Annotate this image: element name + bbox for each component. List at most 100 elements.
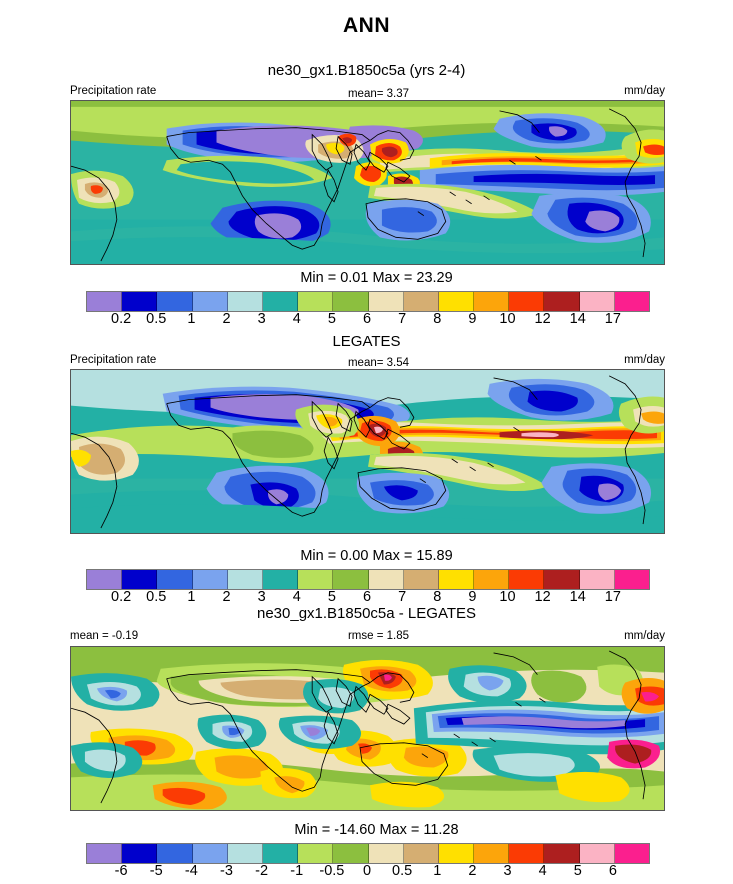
colorbar-tick-label: -2 (255, 863, 269, 879)
colorbar-swatch-13 (544, 570, 580, 589)
colorbar-swatch-15 (614, 844, 649, 863)
colorbar-model-swatches (86, 291, 650, 312)
colorbar-swatch-5 (262, 844, 299, 863)
colorbar-swatch-3 (192, 844, 228, 863)
colorbar-swatch-6 (298, 292, 334, 311)
colorbar-swatch-14 (579, 844, 615, 863)
colorbar-model: Min = 0.01 Max = 23.29 0.2 0.5 1 2 3 4 5 6 7 8 9 10… (0, 270, 733, 327)
colorbar-tick-label: 0.5 (146, 311, 167, 327)
panel2-units-label: mm/day (624, 354, 665, 366)
colorbar-tick-label: -4 (184, 863, 198, 879)
colorbar-swatch-0 (87, 844, 123, 863)
panel2-variable-label: Precipitation rate (70, 354, 157, 366)
colorbar-tick-label: 5 (327, 589, 336, 605)
colorbar-tick-label: 1 (187, 589, 196, 605)
colorbar-swatch-1 (122, 570, 158, 589)
colorbar-tick-label: 0.5 (146, 589, 167, 605)
colorbar-diff-ticks: -6 -5 -4 -3 -2 -1 -0.5 0 0.5 1 2 3 4 5 6 (86, 863, 648, 879)
colorbar-difference: Min = -14.60 Max = 11.28 -6 -5 -4 -3 -2 -1 -0.… (0, 822, 733, 879)
case-title: ne30_gx1.B1850c5a (yrs 2-4) (267, 62, 466, 79)
colorbar-tick-label: 5 (327, 311, 336, 327)
colorbar-swatch-0 (87, 570, 123, 589)
colorbar-tick-label: -3 (220, 863, 233, 879)
colorbar-tick-label: 3 (503, 863, 512, 879)
colorbar-tick-label: 6 (362, 311, 372, 327)
colorbar-obs-swatches (86, 569, 650, 590)
colorbar-swatch-0 (87, 292, 123, 311)
panel3-mean-label: mean = -0.19 (70, 630, 139, 642)
colorbar-tick-label: 14 (569, 311, 586, 327)
colorbar-tick-label: -6 (114, 863, 128, 879)
colorbar-swatch-11 (474, 844, 510, 863)
colorbar-swatch-6 (298, 570, 334, 589)
colorbar-tick-label: 12 (534, 311, 551, 327)
colorbar-tick-label: 2 (222, 589, 231, 605)
colorbar-tick-label: 0 (362, 863, 372, 879)
colorbar-tick-label: 17 (604, 311, 621, 327)
map-panel-difference (70, 646, 665, 811)
colorbar-diff-minmax: Min = -14.60 Max = 11.28 (294, 822, 459, 838)
panel3-rmse-label: rmse = 1.85 (347, 630, 410, 642)
colorbar-tick-label: 6 (362, 589, 372, 605)
colorbar-swatch-12 (509, 292, 545, 311)
colorbar-tick-label: 5 (573, 863, 582, 879)
colorbar-swatch-3 (192, 570, 228, 589)
colorbar-swatch-15 (614, 570, 649, 589)
colorbar-swatch-8 (368, 844, 404, 863)
colorbar-tick-label: 7 (398, 589, 407, 605)
colorbar-tick-label: 9 (468, 589, 477, 605)
panel1-stat-label: mean= 3.37 (347, 88, 410, 100)
colorbar-swatch-9 (403, 292, 439, 311)
colorbar-swatch-6 (298, 844, 334, 863)
colorbar-swatch-7 (333, 292, 369, 311)
colorbar-tick-label: 2 (468, 863, 477, 879)
colorbar-tick-label: 0.5 (392, 863, 413, 879)
colorbar-tick-label: 17 (604, 589, 621, 605)
colorbar-swatch-4 (227, 570, 263, 589)
colorbar-observations: Min = 0.00 Max = 15.89 0.2 0.5 1 2 3 4 5 6 7 8 9 10… (0, 548, 733, 605)
colorbar-tick-label: 7 (398, 311, 407, 327)
colorbar-swatch-4 (227, 292, 263, 311)
colorbar-tick-label: -0.5 (319, 863, 345, 879)
colorbar-diff-swatches (86, 843, 650, 864)
page-title: ANN (343, 14, 390, 37)
colorbar-tick-label: 4 (292, 589, 301, 605)
map-panel-observations (70, 369, 665, 534)
colorbar-swatch-10 (438, 292, 475, 311)
colorbar-tick-label: 1 (187, 311, 196, 327)
colorbar-swatch-8 (368, 292, 404, 311)
colorbar-swatch-2 (157, 570, 193, 589)
colorbar-swatch-11 (474, 570, 510, 589)
map-difference-field (71, 647, 664, 810)
colorbar-swatch-15 (614, 292, 649, 311)
colorbar-tick-label: 12 (534, 589, 551, 605)
map-obs-field (71, 370, 664, 533)
colorbar-swatch-7 (333, 844, 369, 863)
colorbar-tick-label: -1 (290, 863, 304, 879)
panel2-stat-label: mean= 3.54 (347, 357, 410, 369)
colorbar-tick-label: 1 (433, 863, 442, 879)
panel1-units-label: mm/day (624, 85, 665, 97)
colorbar-tick-label: 6 (608, 863, 617, 879)
colorbar-swatch-12 (509, 570, 545, 589)
colorbar-swatch-8 (368, 570, 404, 589)
colorbar-tick-label: 4 (538, 863, 547, 879)
colorbar-tick-label: 8 (433, 589, 442, 605)
colorbar-model-ticks: 0.2 0.5 1 2 3 4 5 6 7 8 9 10 12 14 17 (86, 311, 648, 327)
colorbar-swatch-10 (438, 844, 475, 863)
colorbar-tick-label: 4 (292, 311, 301, 327)
colorbar-obs-minmax: Min = 0.00 Max = 15.89 (300, 548, 453, 564)
colorbar-tick-label: 3 (257, 589, 266, 605)
colorbar-swatch-13 (544, 844, 580, 863)
colorbar-swatch-1 (122, 844, 158, 863)
colorbar-swatch-4 (227, 844, 263, 863)
colorbar-swatch-10 (438, 570, 475, 589)
colorbar-tick-label: 14 (569, 589, 586, 605)
colorbar-swatch-13 (544, 292, 580, 311)
colorbar-tick-label: 8 (433, 311, 442, 327)
colorbar-swatch-11 (474, 292, 510, 311)
panel3-units-label: mm/day (624, 630, 665, 642)
colorbar-model-minmax: Min = 0.01 Max = 23.29 (300, 270, 453, 286)
colorbar-swatch-7 (333, 570, 369, 589)
